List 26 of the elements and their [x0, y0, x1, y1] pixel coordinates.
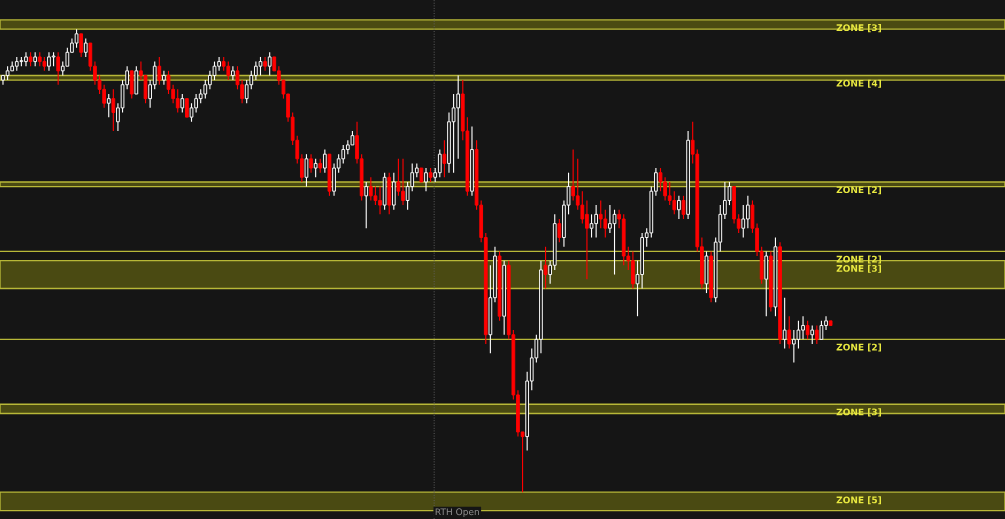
candlestick — [768, 250, 773, 313]
ref-line-label: ZONE [2] — [836, 343, 881, 352]
candlestick — [309, 153, 313, 174]
text: RTH Open — [435, 508, 479, 517]
candlestick — [686, 130, 690, 220]
candlestick — [589, 213, 594, 239]
candlestick — [231, 65, 235, 81]
candlestick — [424, 167, 428, 192]
band-label: ZONE [4] — [836, 79, 881, 88]
candlestick — [111, 88, 116, 132]
candlestick — [456, 74, 461, 160]
candlestick — [162, 70, 166, 86]
candlestick — [594, 204, 598, 239]
candlestick — [571, 148, 576, 202]
band-label: ZONE [5] — [836, 496, 881, 505]
candlestick — [677, 195, 681, 220]
candlestick — [709, 250, 713, 303]
band-label: ZONE [3] — [836, 264, 881, 273]
candlestick — [778, 241, 782, 345]
candlestick — [470, 125, 474, 197]
candlestick — [745, 195, 750, 229]
candlestick — [791, 329, 796, 364]
band-label: ZONE [2] — [836, 186, 881, 195]
candlestick — [782, 297, 787, 350]
band-label: ZONE [3] — [836, 24, 881, 33]
candlestick — [263, 56, 267, 72]
